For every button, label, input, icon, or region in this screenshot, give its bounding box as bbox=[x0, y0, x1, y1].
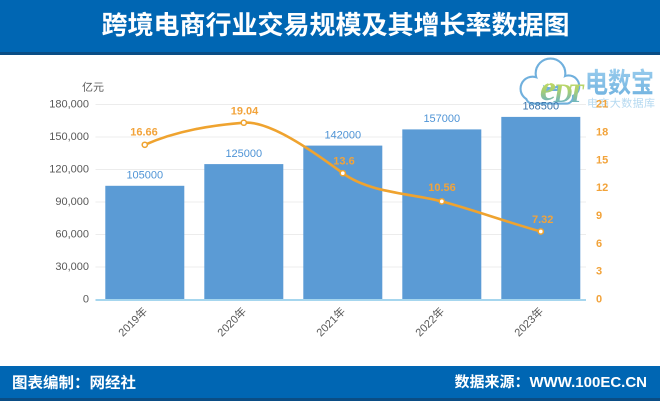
svg-text:18: 18 bbox=[596, 127, 608, 139]
svg-text:30,000: 30,000 bbox=[55, 261, 89, 273]
svg-text:0: 0 bbox=[596, 294, 602, 306]
svg-text:168500: 168500 bbox=[522, 100, 559, 112]
svg-text:2020年: 2020年 bbox=[215, 305, 249, 339]
svg-text:157000: 157000 bbox=[423, 113, 460, 125]
svg-text:3: 3 bbox=[596, 266, 602, 278]
svg-text:120,000: 120,000 bbox=[49, 164, 89, 176]
svg-text:180,000: 180,000 bbox=[49, 99, 89, 111]
svg-text:6: 6 bbox=[596, 238, 602, 250]
svg-text:15: 15 bbox=[596, 154, 608, 166]
svg-text:19.04: 19.04 bbox=[231, 105, 259, 117]
svg-text:125000: 125000 bbox=[225, 148, 262, 160]
svg-text:142000: 142000 bbox=[324, 129, 361, 141]
svg-text:电商大数据库: 电商大数据库 bbox=[587, 95, 655, 111]
svg-text:13.6: 13.6 bbox=[333, 156, 354, 168]
svg-text:2019年: 2019年 bbox=[116, 305, 150, 339]
svg-text:0: 0 bbox=[83, 294, 89, 306]
svg-text:e: e bbox=[540, 68, 556, 108]
svg-text:2023年: 2023年 bbox=[512, 305, 546, 339]
svg-text:16.66: 16.66 bbox=[130, 127, 158, 139]
svg-text:150,000: 150,000 bbox=[49, 131, 89, 143]
svg-text:10.56: 10.56 bbox=[428, 182, 456, 194]
svg-text:2022年: 2022年 bbox=[413, 305, 447, 339]
svg-text:90,000: 90,000 bbox=[55, 196, 89, 208]
svg-text:105000: 105000 bbox=[126, 170, 163, 182]
svg-text:21: 21 bbox=[596, 99, 608, 111]
svg-text:电数宝: 电数宝 bbox=[585, 62, 654, 102]
svg-text:60,000: 60,000 bbox=[55, 229, 89, 241]
svg-text:亿元: 亿元 bbox=[82, 79, 104, 95]
svg-text:9: 9 bbox=[596, 210, 602, 222]
svg-text:7.32: 7.32 bbox=[532, 214, 553, 226]
svg-text:12: 12 bbox=[596, 182, 608, 194]
svg-text:2021年: 2021年 bbox=[314, 305, 348, 339]
